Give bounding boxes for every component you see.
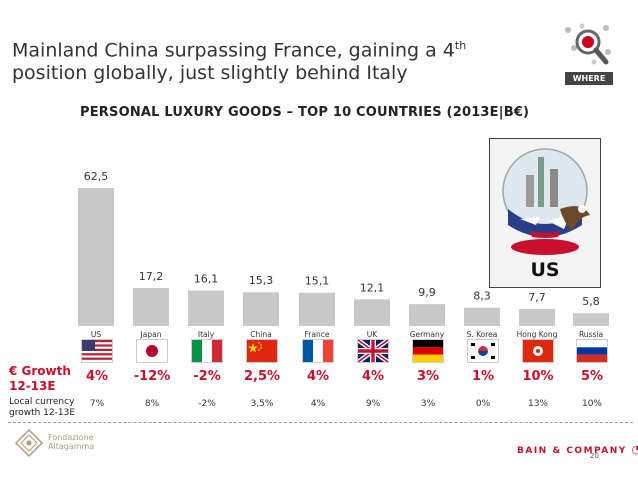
local-growth-japan: 8% (144, 399, 160, 409)
value-label-s-korea: 8,3 (473, 290, 491, 303)
footer-divider (8, 422, 633, 423)
local-growth-france: 4% (310, 399, 326, 409)
local-growth-russia: 10% (581, 399, 602, 409)
bar-japan (133, 288, 169, 326)
value-label-japan: 17,2 (139, 270, 164, 283)
south-korea-flag-icon (467, 339, 499, 363)
page-number: 20 (590, 452, 599, 460)
footer-org-line-2: Altagamma (48, 442, 95, 451)
bar-italy (188, 290, 224, 326)
euro-growth-hong-kong: 10% (522, 369, 554, 384)
value-label-france: 15,1 (305, 275, 330, 288)
category-label-italy: Italy (198, 330, 215, 339)
chart-subtitle: PERSONAL LUXURY GOODS – TOP 10 COUNTRIES… (80, 105, 530, 120)
bar-uk (354, 299, 390, 326)
germany-flag-icon (412, 339, 444, 363)
bain-logo-text: BAIN & COMPANY (517, 446, 627, 456)
euro-growth-uk: 4% (361, 369, 385, 384)
bar-s-korea (464, 307, 500, 326)
category-label-china: China (250, 330, 271, 339)
category-label-japan: Japan (140, 330, 162, 339)
euro-growth-label: € Growth 12-13E (9, 364, 71, 394)
euro-growth-label-line-2: 12-13E (9, 379, 56, 393)
local-growth-china: 3,5% (250, 399, 274, 409)
local-growth-label: Local currency growth 12-13E (9, 397, 75, 419)
where-logo-icon (565, 23, 611, 65)
category-label-russia: Russia (579, 330, 603, 339)
local-growth-italy: -2% (198, 399, 216, 409)
france-flag-icon (302, 339, 334, 363)
title-line-1: Mainland China surpassing France, gainin… (12, 39, 455, 62)
hong-kong-flag-icon (522, 339, 554, 363)
local-growth-hong-kong: 13% (527, 399, 548, 409)
altagamma-logo-icon (14, 428, 44, 458)
euro-growth-germany: 3% (416, 369, 440, 384)
where-logo-label: WHERE (565, 72, 613, 85)
altagamma-logo-text: Fondazione Altagamma (48, 433, 94, 451)
euro-growth-italy: -2% (193, 369, 221, 384)
value-label-russia: 5,8 (582, 295, 600, 308)
slide-title: Mainland China surpassing France, gainin… (12, 34, 532, 85)
euro-growth-russia: 5% (580, 369, 604, 384)
euro-growth-japan: -12% (133, 369, 171, 384)
china-flag-icon (246, 339, 278, 363)
category-label-uk: UK (367, 330, 378, 339)
bar-france (299, 292, 335, 326)
local-growth-us: 7% (89, 399, 105, 409)
category-label-hong-kong: Hong Kong (517, 330, 558, 339)
bain-logo: BAIN & COMPANY ◔ (517, 443, 638, 456)
euro-growth-us: 4% (85, 369, 109, 384)
value-label-germany: 9,9 (418, 286, 436, 299)
category-label-us: US (91, 330, 101, 339)
euro-growth-france: 4% (306, 369, 330, 384)
local-growth-south-korea: 0% (475, 399, 491, 409)
uk-flag-icon (357, 339, 389, 363)
bar-hong-kong (519, 308, 555, 326)
local-growth-germany: 3% (420, 399, 436, 409)
footer-org-line-1: Fondazione (48, 433, 94, 442)
bar-chart: 62,5 US 17,2 Japan 16,1 Italy 15,3 China 15,1 Fra… (78, 170, 609, 339)
bain-logo-icon: ◔ (631, 443, 638, 456)
euro-growth-label-line-1: € Growth (9, 364, 71, 378)
value-label-china: 15,3 (249, 274, 274, 287)
local-growth-label-line-2: growth 12-13E (9, 408, 76, 418)
callout-label: US (530, 259, 560, 281)
local-growth-label-line-1: Local currency (9, 397, 75, 407)
us-snow-globe-callout: US (489, 138, 601, 288)
category-label-s-korea: S. Korea (467, 330, 498, 339)
value-label-italy: 16,1 (194, 272, 219, 285)
us-flag-icon (81, 339, 113, 363)
japan-flag-icon (136, 339, 168, 363)
value-label-us: 62,5 (84, 170, 109, 183)
category-label-germany: Germany (410, 330, 445, 339)
euro-growth-south-korea: 1% (471, 369, 495, 384)
value-label-hong-kong: 7,7 (528, 291, 546, 304)
russia-flag-icon (576, 339, 608, 363)
euro-growth-china: 2,5% (243, 369, 281, 384)
title-superscript: th (454, 39, 467, 52)
bar-russia (573, 313, 609, 326)
italy-flag-icon (191, 339, 223, 363)
local-growth-uk: 9% (365, 399, 381, 409)
bar-germany (409, 304, 445, 326)
value-label-uk: 12,1 (360, 281, 385, 294)
snow-globe-icon (502, 148, 590, 255)
bar-china (243, 292, 279, 326)
title-line-2: position globally, just slightly behind … (12, 62, 408, 85)
category-label-france: France (305, 330, 330, 339)
bar-us (78, 188, 114, 326)
